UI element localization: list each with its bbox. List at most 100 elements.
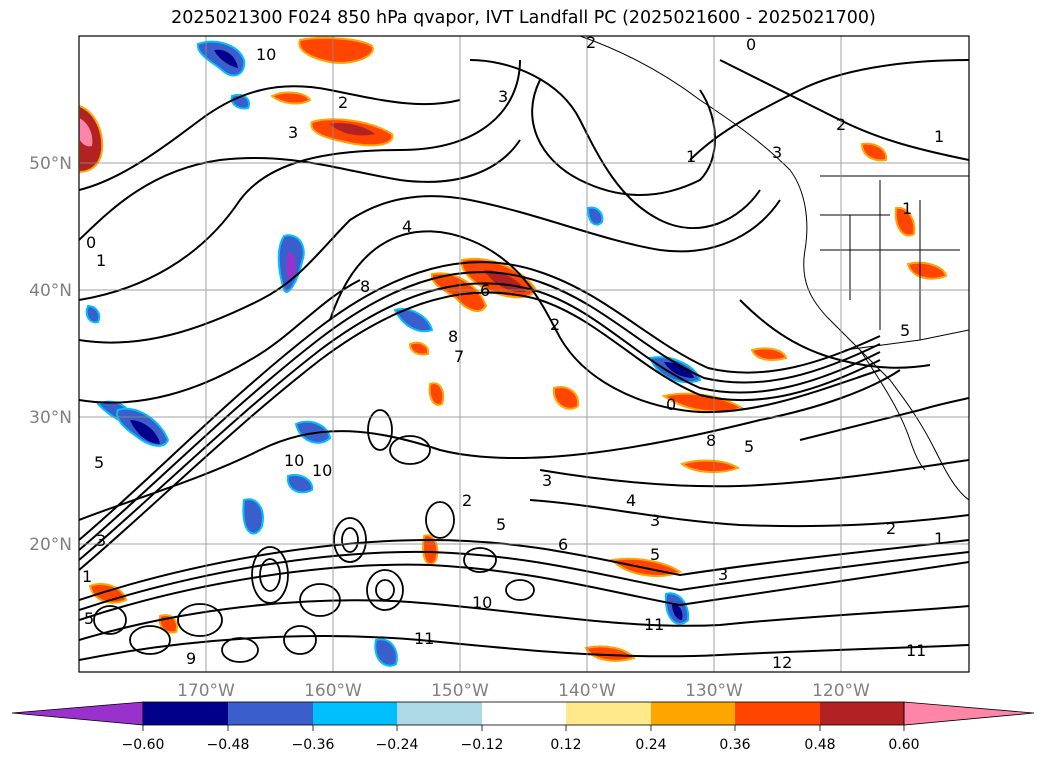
contour-cell bbox=[341, 527, 359, 553]
colorbar-segment bbox=[313, 702, 397, 725]
colorbar-tick-label: −0.12 bbox=[461, 737, 504, 753]
anomaly-patch-negative bbox=[286, 474, 314, 494]
contour-label: 10 bbox=[472, 593, 492, 612]
lat-label: 50°N bbox=[29, 154, 72, 174]
anomaly-patch-negative bbox=[286, 252, 296, 281]
contour-label: 5 bbox=[84, 609, 94, 628]
lon-label: 130°W bbox=[685, 681, 743, 701]
contour-cell bbox=[367, 409, 393, 451]
contour-label: 5 bbox=[744, 437, 754, 456]
lat-label: 30°N bbox=[29, 408, 72, 428]
colorbar-segment bbox=[397, 702, 482, 725]
colorbar-tick-label: −0.36 bbox=[292, 737, 335, 753]
colorbar-tick-label: 0.12 bbox=[550, 737, 581, 753]
anomaly-patch-positive bbox=[584, 645, 636, 662]
anomaly-patch-positive bbox=[679, 459, 741, 474]
anomaly-patch-positive bbox=[552, 386, 580, 410]
contour-label: 2 bbox=[550, 315, 560, 334]
contour-line bbox=[79, 291, 881, 571]
anomaly-patch-negative bbox=[664, 362, 694, 378]
colorbar-tick-labels: −0.60 −0.48 −0.36 −0.24 −0.12 0.12 0.24 … bbox=[122, 737, 920, 753]
contour-cell bbox=[389, 435, 431, 465]
contour-line bbox=[329, 230, 881, 414]
contour-cell bbox=[93, 605, 127, 635]
contour-label: 5 bbox=[496, 515, 506, 534]
contour-cell bbox=[375, 579, 395, 601]
latitude-labels: 50°N 40°N 30°N 20°N bbox=[29, 154, 72, 555]
colorbar-tick-label: −0.24 bbox=[376, 737, 419, 753]
contour-line bbox=[739, 299, 931, 369]
contour-label: 6 bbox=[558, 535, 568, 554]
contour-cell bbox=[366, 569, 404, 611]
anomaly-patch-extreme bbox=[79, 118, 93, 147]
anomaly-patch-negative bbox=[393, 308, 434, 333]
anomaly-patch-negative bbox=[214, 49, 238, 68]
colorbar-segment bbox=[566, 702, 651, 725]
contour-label: 0 bbox=[86, 233, 96, 252]
contour-line bbox=[79, 550, 969, 611]
colorbar-frame bbox=[142, 701, 905, 726]
contour-labels: 10 2 3 2 0 3 1 2 1 3 4 0 1 8 2 8 7 6 0 8 bbox=[82, 36, 944, 672]
contour-label: 10 bbox=[284, 451, 304, 470]
contour-label: 3 bbox=[542, 471, 552, 490]
colorbar-segment bbox=[11, 701, 144, 726]
lon-label: 150°W bbox=[431, 681, 489, 701]
lon-label: 170°W bbox=[177, 681, 235, 701]
contour-line bbox=[79, 599, 969, 641]
anomaly-patch-negative bbox=[374, 638, 398, 667]
map-panel: 10 2 3 2 0 3 1 2 1 3 4 0 1 8 2 8 7 6 0 8 bbox=[78, 35, 970, 673]
anomaly-patch-positive bbox=[750, 347, 788, 361]
contour-label: 3 bbox=[718, 565, 728, 584]
contour-cell bbox=[129, 625, 171, 655]
anomaly-patch-negative bbox=[242, 498, 264, 535]
anomaly-patch-positive bbox=[330, 123, 375, 136]
contour-label: 1 bbox=[96, 251, 106, 270]
lon-label: 140°W bbox=[558, 681, 616, 701]
contour-line bbox=[79, 282, 881, 561]
contour-line bbox=[79, 139, 521, 241]
contour-cell bbox=[425, 501, 455, 539]
tropical-contours bbox=[93, 409, 535, 663]
anomaly-patch-positive bbox=[894, 206, 916, 237]
contour-cell bbox=[505, 579, 535, 601]
contour-label: 5 bbox=[900, 321, 910, 340]
colorbar-tick-label: 0.24 bbox=[635, 737, 666, 753]
colorbar: −0.60 −0.48 −0.36 −0.24 −0.12 0.12 0.24 … bbox=[11, 701, 1035, 753]
lon-label: 120°W bbox=[812, 681, 870, 701]
anomaly-patch-positive bbox=[270, 91, 312, 105]
contour-label: 3 bbox=[498, 87, 508, 106]
contour-line bbox=[469, 59, 761, 229]
graticule bbox=[79, 36, 969, 672]
contour-label: 1 bbox=[934, 127, 944, 146]
contour-line bbox=[719, 59, 969, 161]
contour-cell bbox=[463, 547, 497, 573]
anomaly-patch-positive bbox=[430, 272, 488, 313]
contour-label: 4 bbox=[626, 491, 636, 510]
contour-line bbox=[529, 499, 969, 528]
contour-label: 8 bbox=[360, 277, 370, 296]
contour-label: 2 bbox=[886, 519, 896, 538]
contour-label: 3 bbox=[772, 143, 782, 162]
contour-line bbox=[79, 369, 901, 521]
contour-label: 1 bbox=[686, 147, 696, 166]
colorbar-ticks bbox=[142, 725, 905, 731]
contour-label: 5 bbox=[650, 545, 660, 564]
anomaly-patch-positive bbox=[408, 341, 430, 356]
anomaly-patch-negative bbox=[586, 206, 604, 226]
colorbar-tick-label: −0.48 bbox=[207, 737, 250, 753]
contour-label: 0 bbox=[666, 395, 676, 414]
contour-label: 2 bbox=[462, 491, 472, 510]
contour-cell bbox=[283, 625, 317, 655]
colorbar-segment bbox=[820, 702, 904, 725]
contour-line bbox=[531, 79, 716, 196]
contour-cell bbox=[251, 546, 289, 604]
lon-label: 160°W bbox=[304, 681, 362, 701]
coastline bbox=[579, 36, 969, 501]
colorbar-segment bbox=[651, 702, 735, 725]
contour-label: 10 bbox=[312, 461, 332, 480]
contour-cell bbox=[177, 603, 223, 637]
contour-line bbox=[689, 59, 969, 161]
lat-label: 20°N bbox=[29, 535, 72, 555]
contour-label: 7 bbox=[454, 347, 464, 366]
contour-label: 2 bbox=[338, 93, 348, 112]
